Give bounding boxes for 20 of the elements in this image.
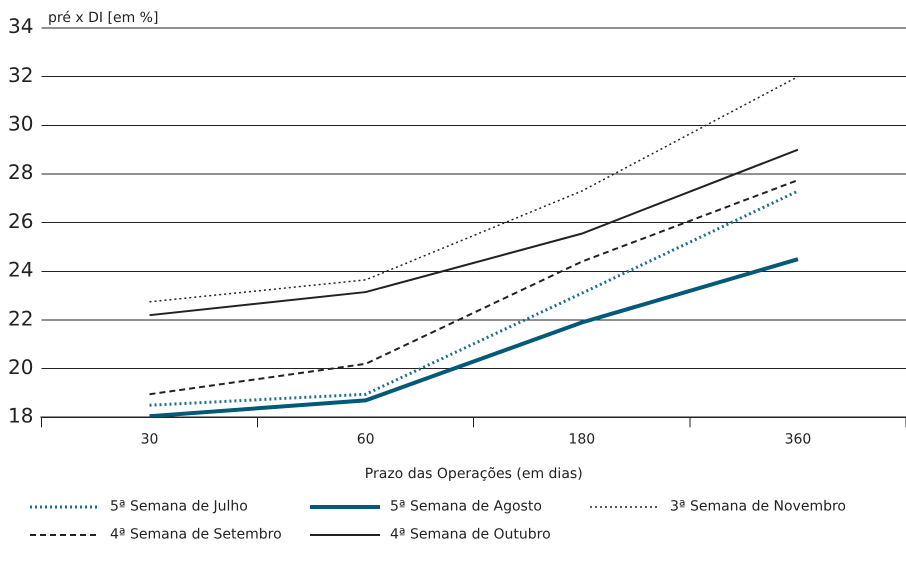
y-tick-label: 28 [8, 160, 34, 184]
legend-label: 5ª Semana de Julho [110, 498, 248, 515]
legend-label: 5ª Semana de Agosto [390, 498, 542, 515]
legend-label: 4ª Semana de Setembro [110, 526, 282, 543]
x-tick-label: 360 [784, 431, 812, 448]
y-tick-label: 22 [8, 306, 34, 330]
legend-label: 3ª Semana de Novembro [670, 498, 846, 515]
y-tick-label: 20 [8, 354, 34, 379]
y-tick-label: 30 [8, 112, 34, 136]
x-axis-title: Prazo das Operações (em dias) [364, 466, 583, 482]
y-tick-label: 18 [8, 404, 34, 428]
y-axis-title: pré x DI [em %] [48, 10, 158, 26]
x-tick-label: 30 [140, 431, 158, 448]
x-tick-label: 180 [568, 431, 596, 448]
y-tick-label: 24 [8, 258, 34, 282]
x-tick-label: 60 [356, 431, 375, 448]
y-tick-label: 32 [8, 62, 34, 87]
y-tick-label: 34 [8, 14, 34, 38]
legend-label: 4ª Semana de Outubro [390, 526, 551, 543]
y-tick-label: 26 [8, 208, 34, 233]
